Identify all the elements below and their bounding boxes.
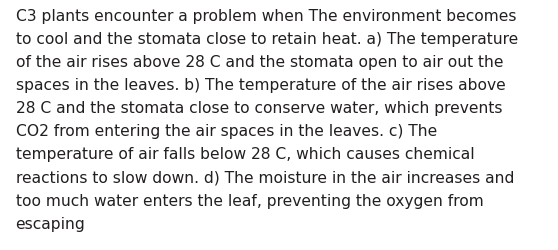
Text: to cool and the stomata close to retain heat. a) The temperature: to cool and the stomata close to retain …	[16, 32, 518, 47]
Text: escaping: escaping	[16, 216, 85, 231]
Text: spaces in the leaves. b) The temperature of the air rises above: spaces in the leaves. b) The temperature…	[16, 78, 506, 93]
Text: 28 C and the stomata close to conserve water, which prevents: 28 C and the stomata close to conserve w…	[16, 101, 502, 116]
Text: C3 plants encounter a problem when The environment becomes: C3 plants encounter a problem when The e…	[16, 9, 516, 24]
Text: of the air rises above 28 C and the stomata open to air out the: of the air rises above 28 C and the stom…	[16, 55, 503, 70]
Text: temperature of air falls below 28 C, which causes chemical: temperature of air falls below 28 C, whi…	[16, 147, 474, 162]
Text: too much water enters the leaf, preventing the oxygen from: too much water enters the leaf, preventi…	[16, 193, 483, 208]
Text: reactions to slow down. d) The moisture in the air increases and: reactions to slow down. d) The moisture …	[16, 170, 514, 185]
Text: CO2 from entering the air spaces in the leaves. c) The: CO2 from entering the air spaces in the …	[16, 124, 437, 139]
